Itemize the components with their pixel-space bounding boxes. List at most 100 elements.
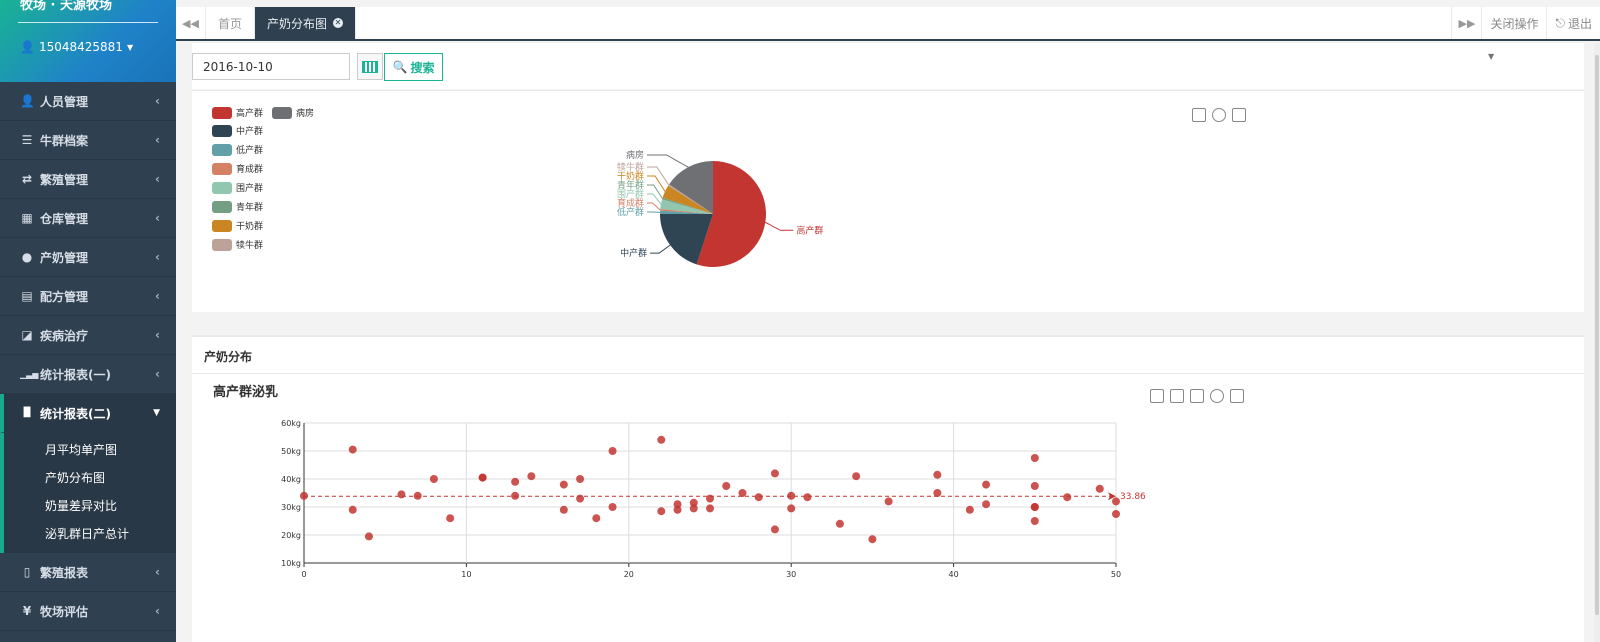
- scatter-point: [657, 435, 666, 444]
- legend-swatch: [272, 106, 292, 119]
- x-tick-label: 0: [301, 570, 306, 579]
- restore-icon[interactable]: [1212, 108, 1226, 122]
- x-tick-label: 20: [624, 570, 634, 579]
- scatter-point: [787, 504, 796, 513]
- tab-home[interactable]: 首页: [206, 7, 256, 39]
- pie-leader-line: [647, 202, 661, 211]
- legend-item[interactable]: 中产群: [212, 124, 263, 137]
- scatter-point: [852, 472, 861, 481]
- close-operations-button[interactable]: 关闭操作: [1481, 7, 1546, 39]
- panel-title: 产奶分布: [204, 350, 253, 364]
- save-image-icon[interactable]: [1232, 108, 1246, 122]
- menu-item-recipe[interactable]: ▤ 配方管理 ‹: [0, 277, 176, 316]
- menu-item-stats-1[interactable]: ▁▃▅ 统计报表(一) ‹: [0, 355, 176, 394]
- x-tick-label: 50: [1111, 570, 1121, 579]
- legend-item[interactable]: 围产群: [212, 181, 263, 194]
- zoom-reset-icon[interactable]: [1170, 389, 1184, 403]
- scatter-point: [657, 507, 666, 516]
- search-button[interactable]: 🔍 搜索: [384, 53, 443, 81]
- scatter-point: [673, 500, 682, 509]
- legend-swatch: [212, 106, 232, 119]
- tab-scroll-right-button[interactable]: ▶▶: [1451, 7, 1481, 39]
- pie-slice-label: 育成群: [617, 197, 644, 209]
- close-ops-label: 关闭操作: [1490, 16, 1539, 31]
- calendar-button[interactable]: [357, 53, 383, 80]
- date-input[interactable]: [192, 53, 350, 80]
- pie-slice: [660, 210, 713, 214]
- legend-swatch: [212, 143, 232, 156]
- legend-swatch: [212, 200, 232, 213]
- scatter-point: [982, 500, 991, 509]
- legend-item[interactable]: 犊牛群: [212, 238, 263, 251]
- menu-item-breeding-report[interactable]: ▯ 繁殖报表 ‹: [0, 553, 176, 592]
- menu-item-disease[interactable]: ◪ 疾病治疗 ‹: [0, 316, 176, 355]
- legend-item[interactable]: 病房: [272, 106, 314, 119]
- menu-label: 人员管理: [40, 94, 89, 109]
- menu-item-warehouse[interactable]: ▦ 仓库管理 ‹: [0, 199, 176, 238]
- tab-milk-distribution[interactable]: 产奶分布图 ✕: [255, 7, 357, 39]
- data-view-icon[interactable]: [1190, 389, 1204, 403]
- submenu-item-milk-distribution[interactable]: 产奶分布图: [45, 470, 106, 485]
- legend-item[interactable]: 干奶群: [212, 219, 263, 232]
- menu-item-stats-2[interactable]: ▐▌ 统计报表(二) ▼: [0, 394, 176, 433]
- scatter-point: [364, 532, 373, 541]
- backward-icon: ◀◀: [182, 16, 199, 30]
- menu-item-breeding[interactable]: ⇄ 繁殖管理 ‹: [0, 160, 176, 199]
- scatter-point: [348, 445, 357, 454]
- pie-slice: [662, 197, 713, 214]
- signal-icon: ▁▃▅: [20, 369, 39, 379]
- eraser-icon: ◪: [21, 328, 33, 342]
- menu-item-milk[interactable]: ● 产奶管理 ‹: [0, 238, 176, 277]
- pie-slice-label: 青年群: [617, 179, 644, 191]
- user-icon: 👤: [20, 40, 35, 54]
- menu-item-farm-eval[interactable]: ¥ 牧场评估 ‹: [0, 592, 176, 631]
- menu-label: 仓库管理: [40, 211, 89, 226]
- legend-item[interactable]: 高产群: [212, 106, 263, 119]
- scatter-point: [478, 473, 487, 482]
- legend-item[interactable]: 育成群: [212, 162, 263, 175]
- scatter-point: [754, 493, 763, 502]
- scatter-chart: 10kg 20kg 30kg 40kg 50kg 60kg 0 10 20 30 40 50 33.86: [281, 420, 1146, 579]
- user-name: 15048425881: [38, 40, 123, 54]
- submenu-item-milk-diff[interactable]: 奶量差异对比: [45, 498, 118, 513]
- file-icon: ▯: [23, 565, 31, 579]
- scrollbar-thumb[interactable]: [1595, 55, 1599, 615]
- submenu-item-monthly-avg[interactable]: 月平均单产图: [45, 442, 118, 457]
- caret-down-icon[interactable]: ▼: [1488, 52, 1495, 61]
- scatter-point: [511, 477, 520, 486]
- scatter-point: [1030, 482, 1039, 490]
- main-menu: 👤 人员管理 ‹ ☰ 牛群档案 ‹ ⇄ 繁殖管理 ‹ ▦ 仓库管理 ‹ ● 产奶管理 ‹ ▤ 配方管理…: [0, 82, 176, 433]
- page-scrollbar[interactable]: [1594, 43, 1600, 642]
- legend-item[interactable]: 青年群: [212, 200, 263, 213]
- tab-scroll-left-button[interactable]: ◀◀: [176, 7, 206, 39]
- scatter-point: [446, 514, 455, 523]
- legend-label: 高产群: [236, 109, 264, 119]
- sign-out-icon: ⎋: [1555, 15, 1565, 30]
- chevron-left-icon: ‹: [155, 604, 160, 618]
- y-tick-label: 60kg: [281, 420, 301, 428]
- legend-swatch: [212, 219, 232, 232]
- save-image-icon[interactable]: [1230, 389, 1244, 403]
- pie-slice: [696, 161, 766, 267]
- pie-slice: [662, 185, 713, 214]
- zoom-icon[interactable]: [1150, 389, 1164, 403]
- legend-item[interactable]: 低产群: [212, 143, 263, 156]
- menu-item-herd-records[interactable]: ☰ 牛群档案 ‹: [0, 121, 176, 160]
- scatter-point: [933, 470, 942, 479]
- scatter-panel: 产奶分布: [192, 335, 1584, 642]
- warehouse-icon: ▦: [21, 211, 33, 225]
- pie-leader-line: [647, 166, 670, 186]
- user-dropdown[interactable]: 👤 15048425881 ▼: [20, 40, 133, 54]
- logout-button[interactable]: ⎋ 退出: [1546, 7, 1600, 39]
- menu-item-staff[interactable]: 👤 人员管理 ‹: [0, 82, 176, 121]
- scatter-point: [527, 472, 536, 481]
- submenu-item-daily-total[interactable]: 泌乳群日产总计: [45, 526, 130, 541]
- restore-icon[interactable]: [1210, 389, 1224, 403]
- y-tick-label: 20kg: [281, 531, 301, 540]
- chevron-left-icon: ‹: [155, 328, 160, 342]
- y-tick-label: 30kg: [281, 503, 301, 512]
- menu-label: 统计报表(二): [40, 406, 111, 421]
- close-icon[interactable]: ✕: [333, 18, 344, 28]
- pie-leader-line: [647, 193, 662, 205]
- data-view-icon[interactable]: [1192, 108, 1206, 122]
